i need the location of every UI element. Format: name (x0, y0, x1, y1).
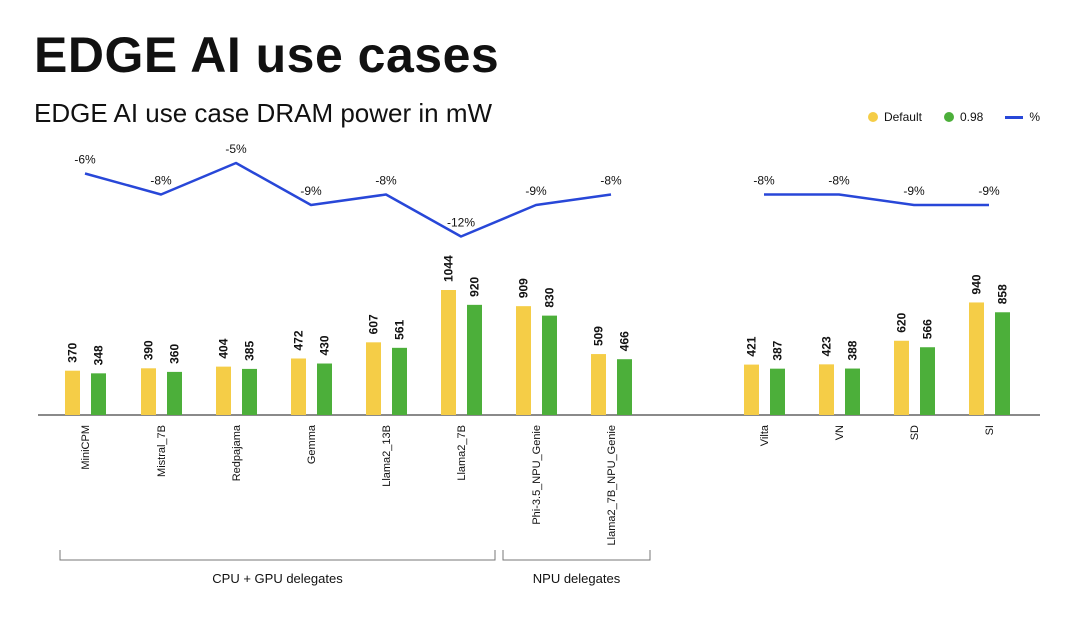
legend-default-label: Default (883, 110, 922, 124)
bar-098 (770, 368, 785, 415)
category-tick-label: SI (984, 425, 996, 435)
bar-default-value-label: 940 (970, 274, 984, 294)
percent-data-label: -9% (978, 184, 1000, 198)
bar-default (591, 354, 606, 415)
bar-default (516, 306, 531, 415)
percent-data-label: -9% (300, 184, 322, 198)
category-tick-label: Mistral_7B (156, 425, 168, 477)
percent-data-label: -9% (525, 184, 547, 198)
bar-default-value-label: 909 (517, 278, 531, 298)
bar-098-value-label: 430 (318, 335, 332, 355)
percent-data-label: -6% (74, 153, 96, 167)
bar-098-value-label: 466 (618, 331, 632, 351)
category-tick-label: SD (909, 425, 921, 440)
bar-default-value-label: 620 (895, 312, 909, 332)
bar-098-value-label: 858 (996, 284, 1010, 304)
percent-data-label: -12% (447, 216, 475, 230)
legend-item-percent: % (1005, 110, 1040, 124)
bar-098-value-label: 385 (243, 341, 257, 361)
bar-098 (392, 347, 407, 415)
bar-default-value-label: 472 (292, 330, 306, 350)
percent-data-label: -5% (225, 142, 247, 156)
category-tick-label: Phi-3.5_NPU_Genie (531, 425, 543, 525)
percent-data-label: -8% (753, 174, 775, 188)
legend-item-098: 0.98 (943, 110, 984, 124)
chart-subtitle: EDGE AI use case DRAM power in mW (34, 98, 493, 128)
bar-098-value-label: 566 (921, 319, 935, 339)
bar-098 (920, 347, 935, 415)
bar-098-value-label: 348 (92, 345, 106, 365)
bar-098-value-label: 830 (543, 287, 557, 307)
bar-default (441, 290, 456, 415)
bar-default (894, 340, 909, 415)
percent-data-label: -9% (903, 184, 925, 198)
category-tick-label: Llama2_13B (381, 425, 393, 487)
bar-default-value-label: 390 (142, 340, 156, 360)
bar-098-value-label: 561 (393, 319, 407, 339)
percent-data-label: -8% (375, 174, 397, 188)
legend-percent-line-icon (1005, 115, 1024, 119)
bar-default-value-label: 421 (745, 336, 759, 356)
page-title: EDGE AI use cases (34, 27, 500, 83)
bar-default-value-label: 1044 (442, 255, 456, 282)
category-tick-label: Redpajama (231, 424, 243, 481)
bar-098 (845, 368, 860, 415)
legend-percent-label: % (1029, 110, 1040, 124)
bar-default (141, 368, 156, 415)
legend-098-label: 0.98 (959, 110, 984, 124)
bar-default (744, 364, 759, 415)
group-bracket (502, 550, 651, 561)
percent-data-label: -8% (150, 174, 172, 188)
percent-line-right (764, 193, 989, 207)
bar-default-value-label: 509 (592, 326, 606, 346)
bar-default-value-label: 423 (820, 336, 834, 356)
bar-098-value-label: 388 (846, 340, 860, 360)
bar-098-value-label: 360 (168, 344, 182, 364)
bar-098 (617, 359, 632, 415)
bar-default-value-label: 370 (66, 342, 80, 362)
bar-default (65, 370, 80, 415)
percent-line-left (84, 161, 612, 238)
legend-default-swatch-icon (867, 112, 878, 122)
category-tick-label: Llama2_7B_NPU_Genie (606, 425, 618, 545)
category-tick-label: MiniCPM (80, 425, 92, 470)
bar-098 (467, 304, 482, 415)
bar-default (366, 342, 381, 415)
percent-data-label: -8% (828, 174, 850, 188)
bar-098-value-label: 387 (771, 340, 785, 360)
bar-098 (542, 315, 557, 415)
category-tick-label: Gemma (306, 424, 318, 464)
percent-data-label: -8% (600, 174, 622, 188)
bar-default-value-label: 404 (217, 338, 231, 358)
category-tick-label: Vilta (759, 424, 771, 446)
bar-098-value-label: 920 (468, 276, 482, 296)
group-label: NPU delegates (533, 571, 621, 586)
bar-default (969, 302, 984, 415)
bar-default-value-label: 607 (367, 314, 381, 334)
group-label: CPU + GPU delegates (212, 571, 343, 586)
bar-098 (995, 312, 1010, 415)
bar-default (819, 364, 834, 415)
bar-default (291, 358, 306, 415)
legend: Default 0.98 % (867, 110, 1040, 124)
category-tick-label: Llama2_7B (456, 425, 468, 481)
group-bracket (59, 550, 496, 561)
bar-098 (317, 363, 332, 415)
bar-default (216, 366, 231, 415)
category-tick-label: VN (834, 425, 846, 440)
bar-098 (91, 373, 106, 415)
legend-098-swatch-icon (943, 112, 954, 122)
bar-098 (242, 368, 257, 415)
bar-098 (167, 371, 182, 415)
legend-item-default: Default (867, 110, 922, 124)
